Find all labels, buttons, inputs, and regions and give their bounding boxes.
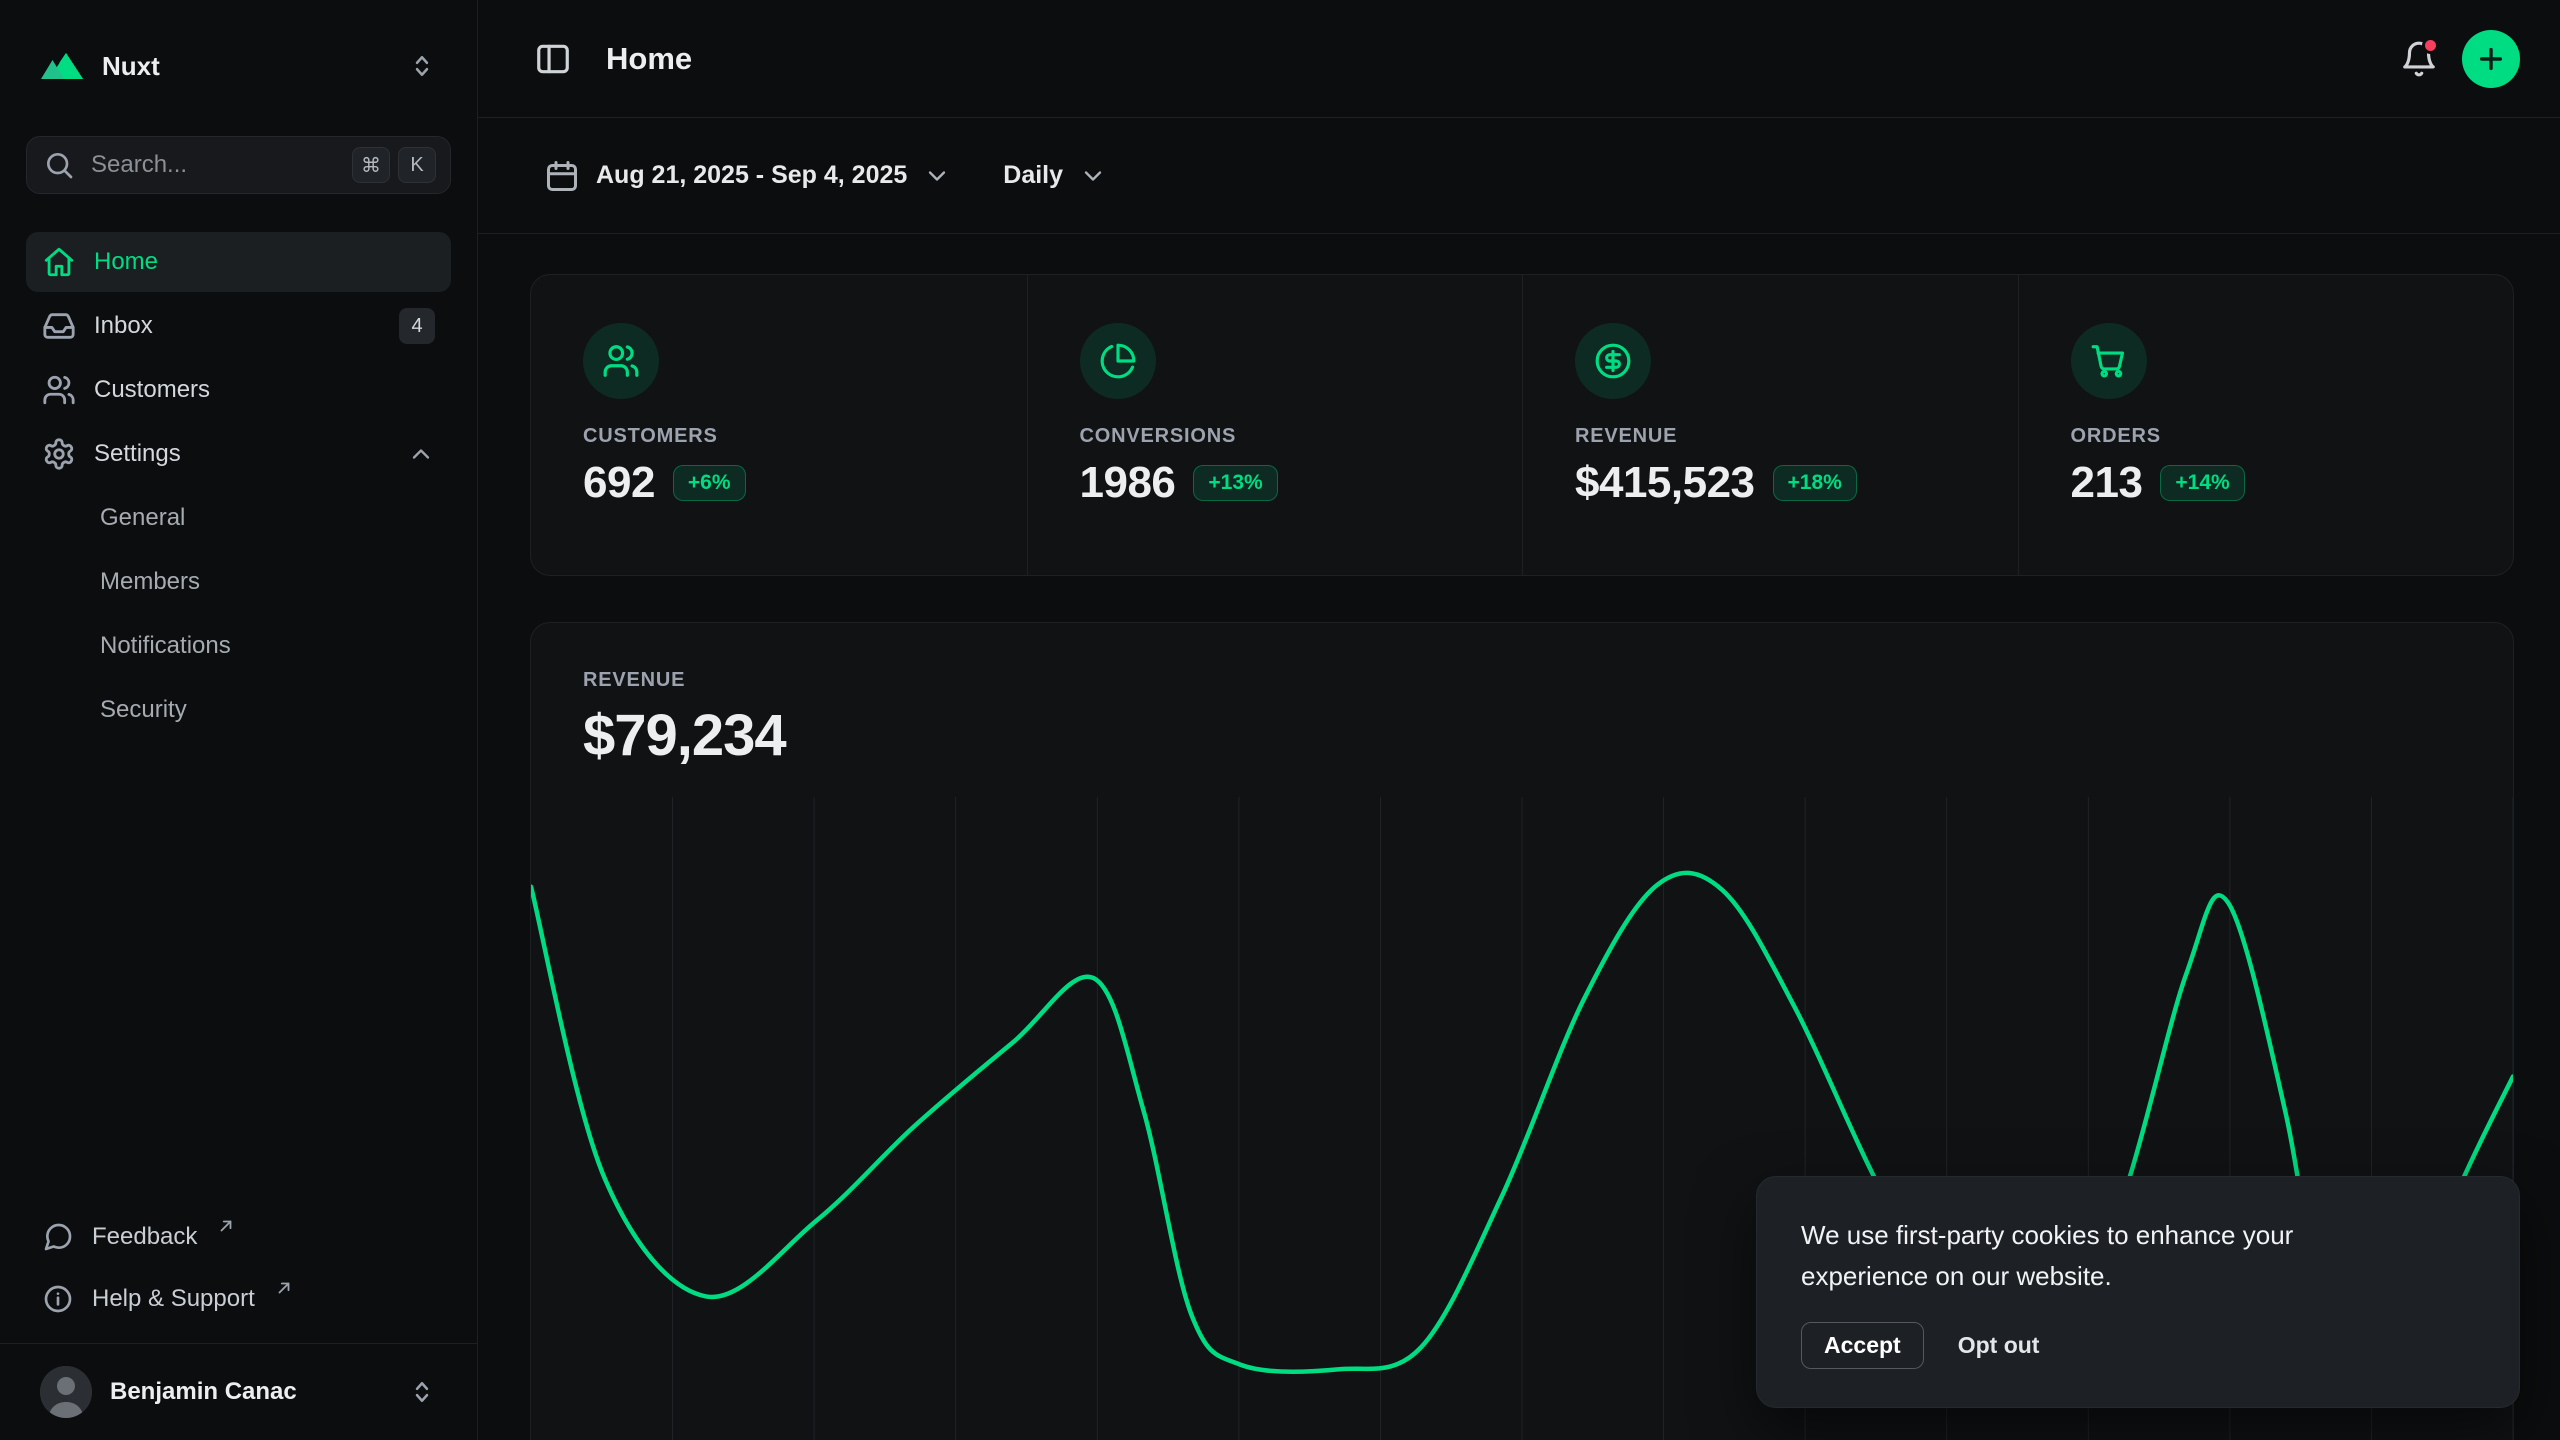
sidebar-item-label: Inbox (94, 312, 153, 339)
users-icon (603, 345, 639, 377)
filter-bar: Aug 21, 2025 - Sep 4, 2025 Daily (478, 118, 2560, 234)
cookie-message: We use first-party cookies to enhance yo… (1801, 1220, 2294, 1291)
add-button[interactable] (2462, 29, 2520, 88)
panel-left-icon (537, 44, 569, 73)
sidebar-item-label: Settings (94, 440, 181, 467)
top-header: Home (478, 0, 2560, 118)
sidebar-item-label: Customers (94, 376, 211, 403)
granularity-select[interactable]: Daily (989, 149, 1121, 202)
stat-label: CUSTOMERS (583, 425, 718, 447)
chevrons-up-down-icon (415, 1382, 429, 1402)
external-link-icon (278, 1282, 290, 1294)
user-section: Benjamin Canac (0, 1343, 477, 1440)
stat-delta-badge: +14% (2160, 465, 2245, 501)
stat-revenue[interactable]: REVENUE $415,523 +18% (1522, 275, 2018, 575)
gear-icon (44, 438, 74, 470)
plus-icon (2479, 47, 2503, 70)
stat-icon-wrap (2070, 323, 2147, 399)
avatar-placeholder-icon (40, 1366, 92, 1418)
stat-delta-badge: +13% (1193, 465, 1278, 501)
revenue-chart-label: REVENUE (583, 669, 686, 691)
dollar-circle-icon (1595, 343, 1631, 379)
workspace-name: Nuxt (102, 50, 160, 81)
granularity-value: Daily (1003, 161, 1064, 189)
stat-value: 1986 (1079, 458, 1176, 507)
info-circle-icon (44, 1285, 72, 1313)
stat-icon-wrap (1079, 323, 1156, 399)
stat-label: CONVERSIONS (1079, 425, 1237, 447)
search-placeholder: Search... (91, 151, 188, 178)
stat-label: REVENUE (1575, 425, 1678, 447)
message-bubble-icon (44, 1223, 72, 1251)
page-title: Home (606, 40, 693, 76)
sidebar-item-general[interactable]: General (100, 504, 186, 531)
date-range-picker[interactable]: Aug 21, 2025 - Sep 4, 2025 (530, 146, 965, 206)
cookie-banner: We use first-party cookies to enhance yo… (1756, 1176, 2520, 1408)
sidebar-nav: Home Inbox 4 Customers (26, 232, 451, 484)
stat-orders[interactable]: ORDERS 213 +14% (2017, 275, 2514, 575)
stat-value: $415,523 (1575, 458, 1755, 507)
sidebar-item-customers[interactable]: Customers (26, 360, 451, 420)
notifications-button[interactable] (2390, 30, 2448, 88)
line-chart-svg (531, 797, 2513, 1440)
bell-icon (2403, 41, 2435, 76)
stat-delta-badge: +6% (672, 465, 746, 501)
stat-value: 213 (2070, 458, 2143, 507)
stat-label: ORDERS (2070, 425, 2161, 447)
users-icon (43, 375, 75, 405)
sidebar-item-settings[interactable]: Settings (26, 424, 451, 484)
inbox-count-badge: 4 (399, 308, 435, 344)
cmd-key: ⌘ (352, 147, 390, 183)
notification-dot (2422, 36, 2439, 54)
workspace-selector[interactable]: Nuxt (26, 34, 451, 98)
footer-link-label: Feedback (92, 1223, 198, 1250)
chevron-down-icon (1084, 170, 1102, 181)
search-input[interactable]: Search... ⌘ K (26, 136, 451, 194)
sidebar-item-security[interactable]: Security (100, 696, 187, 723)
nuxt-logo-icon (41, 53, 83, 79)
stat-delta-badge: +18% (1772, 465, 1857, 501)
revenue-chart-value: $79,234 (583, 703, 787, 768)
external-link-icon (221, 1220, 232, 1232)
home-icon (44, 247, 74, 277)
avatar (40, 1366, 92, 1418)
chevron-down-icon (929, 170, 946, 181)
sidebar-item-inbox[interactable]: Inbox 4 (26, 296, 451, 356)
date-range-value: Aug 21, 2025 - Sep 4, 2025 (596, 161, 908, 189)
revenue-line-chart (531, 797, 2513, 1440)
sidebar-item-members[interactable]: Members (100, 568, 201, 595)
chevron-up-icon (412, 449, 430, 459)
pie-chart-icon (1100, 343, 1135, 379)
sidebar: Nuxt Search... ⌘ K Home (0, 0, 478, 1440)
cookie-accept-button[interactable]: Accept (1801, 1322, 1924, 1369)
inbox-icon (43, 313, 75, 339)
sidebar-footer: Feedback Help & Support (26, 1207, 451, 1343)
user-menu[interactable]: Benjamin Canac (26, 1358, 451, 1426)
user-name: Benjamin Canac (110, 1378, 297, 1405)
stat-customers[interactable]: CUSTOMERS 692 +6% (531, 275, 1027, 575)
footer-link-label: Help & Support (92, 1285, 255, 1312)
k-key: K (398, 147, 436, 183)
stat-icon-wrap (1575, 323, 1651, 399)
search-icon (47, 153, 73, 179)
sidebar-item-notifications[interactable]: Notifications (100, 632, 231, 659)
stats-card: CUSTOMERS 692 +6% CONVERSIONS 1986 (530, 274, 2514, 576)
calendar-icon (547, 160, 577, 191)
stat-conversions[interactable]: CONVERSIONS 1986 +13% (1026, 275, 1523, 575)
cart-icon (2091, 345, 2124, 378)
stat-icon-wrap (583, 323, 659, 399)
stat-value: 692 (583, 458, 655, 507)
settings-subnav: General Members Notifications Security (26, 488, 451, 740)
sidebar-toggle-button[interactable] (524, 30, 582, 88)
chevrons-up-down-icon (415, 56, 429, 76)
sidebar-item-label: Home (94, 248, 159, 275)
feedback-link[interactable]: Feedback (26, 1207, 451, 1267)
search-shortcut: ⌘ K (352, 147, 436, 183)
help-support-link[interactable]: Help & Support (26, 1269, 451, 1329)
cookie-optout-button[interactable]: Opt out (1957, 1332, 2040, 1358)
sidebar-item-home[interactable]: Home (26, 232, 451, 292)
